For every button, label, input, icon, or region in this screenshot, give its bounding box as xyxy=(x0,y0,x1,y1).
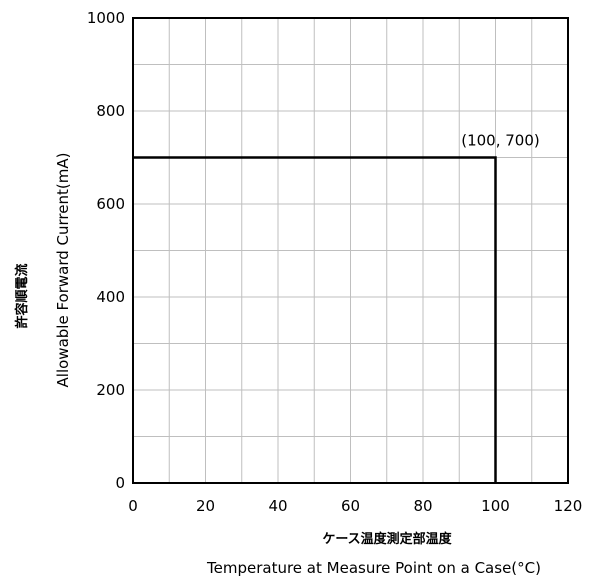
annotation-label: (100, 700) xyxy=(461,132,540,150)
y-tick-labels: 0 200 400 600 800 1000 xyxy=(87,9,125,492)
y-tick-label: 200 xyxy=(96,381,125,399)
annotations: (100, 700) xyxy=(461,132,540,150)
x-tick-labels: 0 20 40 60 80 100 120 xyxy=(128,497,582,515)
y-axis-title-jp: 許容順電流 xyxy=(14,263,30,328)
plot-frame xyxy=(132,17,569,484)
x-tick-label: 100 xyxy=(481,497,510,515)
x-axis-title-jp: ケース温度測定部温度 xyxy=(322,531,452,547)
grid xyxy=(133,18,568,483)
x-tick-label: 40 xyxy=(268,497,287,515)
x-tick-label: 120 xyxy=(554,497,583,515)
x-axis-title: Temperature at Measure Point on a Case(°… xyxy=(206,559,541,577)
series-layer xyxy=(133,156,497,483)
y-tick-label: 0 xyxy=(115,474,125,492)
x-tick-label: 80 xyxy=(413,497,432,515)
y-tick-label: 400 xyxy=(96,288,125,306)
y-tick-label: 800 xyxy=(96,102,125,120)
x-tick-label: 20 xyxy=(196,497,215,515)
series-line xyxy=(133,156,497,483)
y-tick-label: 1000 xyxy=(87,9,125,27)
x-tick-label: 60 xyxy=(341,497,360,515)
y-tick-label: 600 xyxy=(96,195,125,213)
y-axis-title: Allowable Forward Current(mA) xyxy=(54,153,72,388)
x-tick-label: 0 xyxy=(128,497,138,515)
